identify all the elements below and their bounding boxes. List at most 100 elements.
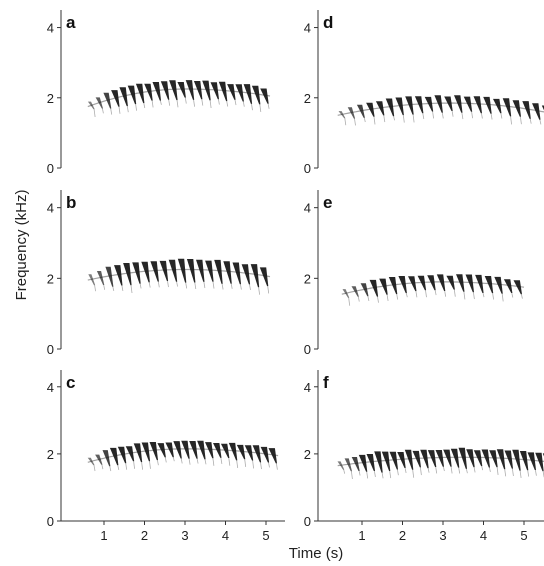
note-wisp: [130, 285, 133, 294]
song-note: [408, 276, 417, 292]
note-wisp: [492, 293, 494, 300]
note-wisp: [176, 100, 179, 108]
song-note: [213, 443, 222, 458]
note-wisp: [511, 292, 514, 298]
note-wisp: [201, 99, 204, 106]
song-note: [189, 441, 198, 459]
note-wisp: [236, 460, 239, 469]
x-tick-label: 1: [358, 528, 365, 543]
song-note: [205, 260, 214, 282]
note-wisp: [176, 281, 178, 287]
song-note: [223, 261, 232, 284]
note-wisp: [521, 294, 523, 299]
song-note: [260, 88, 269, 104]
song-note: [168, 259, 178, 282]
song-note: [259, 267, 269, 287]
note-wisp: [377, 296, 379, 303]
song-note: [424, 96, 434, 112]
song-note: [337, 461, 345, 470]
song-note: [252, 445, 262, 463]
song-note: [420, 449, 429, 469]
song-note: [512, 449, 521, 471]
song-note: [366, 454, 375, 471]
note-wisp: [471, 111, 473, 119]
song-note: [119, 87, 128, 107]
note-wisp: [434, 290, 437, 296]
y-tick-label: 0: [304, 161, 311, 176]
song-note: [241, 264, 251, 285]
note-wisp: [157, 281, 160, 288]
note-wisp: [212, 281, 215, 289]
note-wisp: [193, 99, 195, 107]
note-wisp: [160, 100, 162, 105]
song-note: [397, 452, 406, 468]
note-wisp: [148, 282, 151, 288]
song-note: [342, 289, 350, 298]
panel-c: 0 2 4 1 2 3 4 5 c: [47, 370, 285, 543]
note-wisp: [386, 294, 389, 301]
panel-letter: c: [66, 373, 75, 392]
song-note: [173, 441, 182, 459]
song-note: [502, 98, 512, 117]
note-wisp: [204, 459, 207, 465]
song-note: [135, 83, 145, 104]
note-wisp: [539, 119, 542, 125]
note-wisp: [93, 109, 96, 118]
x-tick-label: 5: [262, 528, 269, 543]
note-wisp: [453, 289, 456, 297]
song-note: [434, 95, 443, 113]
note-wisp: [500, 113, 503, 119]
note-wisp: [249, 284, 251, 290]
panel-letter: f: [323, 373, 329, 392]
song-note: [489, 450, 498, 468]
note-wisp: [244, 459, 247, 467]
note-wisp: [535, 469, 537, 476]
song-note: [435, 450, 444, 467]
song-note: [358, 454, 368, 472]
note-wisp: [383, 115, 386, 123]
x-tick-label: 2: [141, 528, 148, 543]
song-note: [232, 262, 241, 285]
note-wisp: [404, 467, 407, 473]
note-wisp: [133, 461, 135, 469]
note-wisp: [203, 281, 206, 289]
song-note: [197, 440, 206, 460]
note-wisp: [520, 116, 522, 125]
song-note: [473, 96, 482, 114]
note-wisp: [461, 112, 464, 120]
song-note: [144, 83, 153, 101]
song-note: [541, 105, 544, 111]
note-wisp: [234, 99, 237, 106]
song-note: [177, 82, 186, 98]
note-wisp: [473, 467, 476, 473]
song-note: [150, 261, 159, 282]
song-note: [196, 259, 205, 282]
song-note: [493, 98, 502, 114]
note-wisp: [167, 280, 169, 288]
note-wisp: [143, 103, 146, 109]
note-wisp: [218, 99, 220, 105]
song-note: [446, 275, 455, 290]
song-note: [114, 265, 123, 286]
song-note: [87, 101, 95, 110]
contour-band: [87, 268, 271, 281]
song-note: [360, 283, 369, 297]
note-wisp: [450, 466, 453, 474]
song-note: [152, 82, 161, 101]
contour-band: [87, 448, 279, 463]
note-wisp: [425, 290, 427, 298]
y-tick-label: 0: [47, 342, 54, 357]
note-wisp: [351, 471, 353, 480]
song-note: [228, 442, 238, 461]
song-note: [220, 443, 230, 458]
song-note: [535, 452, 544, 472]
note-wisp: [212, 458, 215, 466]
note-wisp: [420, 467, 422, 476]
song-note: [102, 450, 111, 467]
song-note: [338, 111, 346, 119]
panel-letter: b: [66, 193, 76, 212]
note-wisp: [482, 292, 485, 298]
song-note: [513, 280, 522, 295]
song-note: [532, 103, 541, 120]
